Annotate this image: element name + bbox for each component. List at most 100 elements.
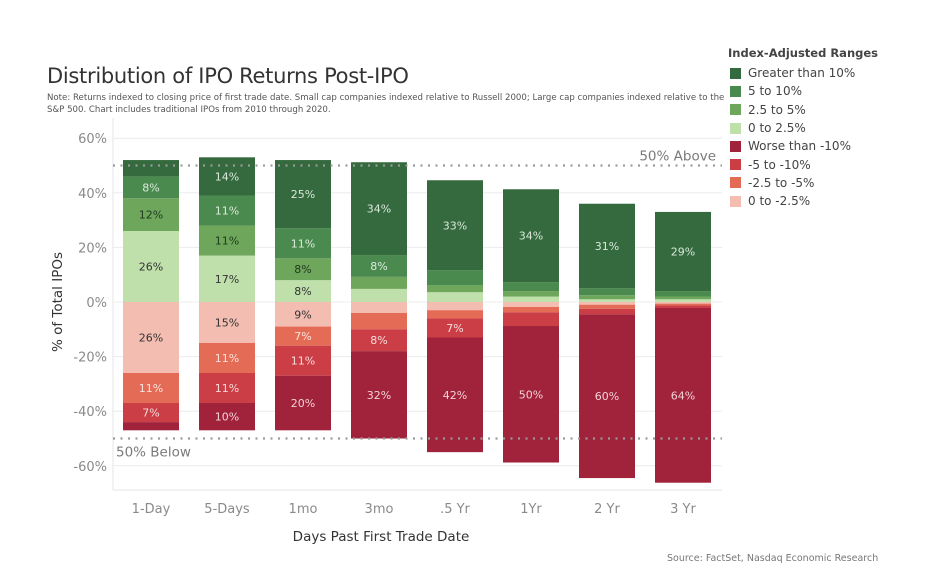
data-label: 11%: [215, 352, 239, 365]
bar-segment: [199, 157, 255, 196]
data-label: 7%: [142, 407, 159, 420]
legend-label: -2.5 to -5%: [748, 175, 815, 190]
x-tick-label: 3mo: [365, 502, 394, 517]
bar-segment: [123, 176, 179, 199]
legend-item: Greater than 10%: [730, 64, 878, 82]
bar-segment: [579, 299, 635, 302]
bar-segment: [351, 351, 407, 439]
data-label: 34%: [519, 230, 543, 243]
x-tick-label: 3 Yr: [670, 502, 696, 517]
bar-segment: [351, 255, 407, 277]
y-tick-label: 60%: [78, 132, 107, 147]
bar-segment: [427, 285, 483, 293]
x-tick-label: 1Yr: [520, 502, 542, 517]
x-axis-title: Days Past First Trade Date: [293, 529, 470, 545]
bar-segment: [275, 280, 331, 302]
bar-segment: [275, 345, 331, 376]
data-label: 26%: [139, 261, 163, 274]
bar-segment: [351, 162, 407, 256]
legend-label: -5 to -10%: [748, 157, 811, 172]
legend-label: 5 to 10%: [748, 84, 802, 99]
bar-segment: [275, 160, 331, 229]
bar-segment: [503, 312, 559, 327]
bar-segment: [351, 288, 407, 302]
bar-segment: [199, 403, 255, 431]
data-label: 8%: [294, 285, 311, 298]
bar-segment: [503, 296, 559, 302]
legend-swatch: [730, 104, 741, 116]
bar-segment: [427, 318, 483, 338]
data-label: 8%: [370, 260, 387, 273]
legend-swatch: [730, 195, 741, 207]
x-tick-label: 1-Day: [132, 502, 171, 517]
data-label: 32%: [367, 389, 391, 402]
legend: Index-Adjusted Ranges Greater than 10% 5 …: [728, 46, 879, 210]
bar-segment: [579, 304, 635, 309]
legend-swatch: [730, 177, 741, 189]
legend-item: 0 to -2.5%: [730, 192, 878, 210]
bar-segment: [655, 305, 711, 309]
x-tick-label: 5-Days: [204, 502, 250, 517]
legend-item: -5 to -10%: [730, 155, 878, 173]
bar-segment: [199, 195, 255, 226]
data-label: 11%: [291, 355, 315, 368]
data-label: 9%: [294, 308, 311, 321]
bar-segment: [579, 302, 635, 305]
data-label: 11%: [215, 382, 239, 395]
data-label: 8%: [370, 334, 387, 347]
bar-segment: [579, 314, 635, 479]
legend-label: Greater than 10%: [748, 66, 856, 81]
bar-segment: [579, 308, 635, 315]
legend-swatch: [730, 159, 741, 171]
data-label: 34%: [367, 203, 391, 216]
bar-segment: [199, 255, 255, 302]
bar-segment: [351, 302, 407, 313]
bar-segment: [275, 326, 331, 346]
data-label: 20%: [291, 397, 315, 410]
legend-title: Index-Adjusted Ranges: [728, 46, 879, 60]
data-label: 11%: [215, 235, 239, 248]
bar-segment: [123, 403, 179, 423]
legend-item: 2.5 to 5%: [730, 101, 878, 119]
x-tick-label: 2 Yr: [594, 502, 620, 517]
bar-segment: [123, 231, 179, 302]
bar-segment: [123, 372, 179, 404]
y-axis-title: % of Total IPOs: [50, 252, 66, 352]
data-label: 26%: [139, 331, 163, 344]
data-label: 42%: [443, 389, 467, 402]
data-label: 8%: [294, 263, 311, 276]
data-label: 64%: [671, 389, 695, 402]
y-tick-label: 40%: [78, 187, 107, 202]
y-tick-label: -40%: [73, 405, 107, 420]
legend-swatch: [730, 140, 741, 152]
legend-swatch: [730, 122, 741, 134]
legend-item: 0 to 2.5%: [730, 119, 878, 137]
data-label: 7%: [294, 330, 311, 343]
data-label: 11%: [291, 237, 315, 250]
bar-segment: [503, 326, 559, 463]
data-label: 33%: [443, 219, 467, 232]
legend-item: 5 to 10%: [730, 82, 878, 100]
bar-segment: [503, 189, 559, 283]
bar-segment: [655, 302, 711, 304]
bar-segment: [503, 306, 559, 313]
bar-segment: [123, 302, 179, 373]
bar-segment: [351, 312, 407, 330]
x-tick-label: 1mo: [289, 502, 318, 517]
bar-segment: [579, 203, 635, 289]
bar-segment: [503, 282, 559, 292]
bar-segment: [275, 228, 331, 259]
x-tick-label: .5 Yr: [440, 502, 470, 517]
source-note: Source: FactSet, Nasdaq Economic Researc…: [667, 553, 879, 564]
legend-label: 0 to -2.5%: [748, 194, 811, 209]
bar-segment: [275, 375, 331, 431]
data-label: 29%: [671, 245, 695, 258]
data-label: 60%: [595, 390, 619, 403]
legend-swatch: [730, 67, 741, 79]
data-label: 11%: [139, 382, 163, 395]
bar-segment: [579, 288, 635, 296]
data-label: 31%: [595, 240, 619, 253]
reference-label: 50% Above: [639, 149, 716, 165]
bar-segment: [351, 329, 407, 352]
